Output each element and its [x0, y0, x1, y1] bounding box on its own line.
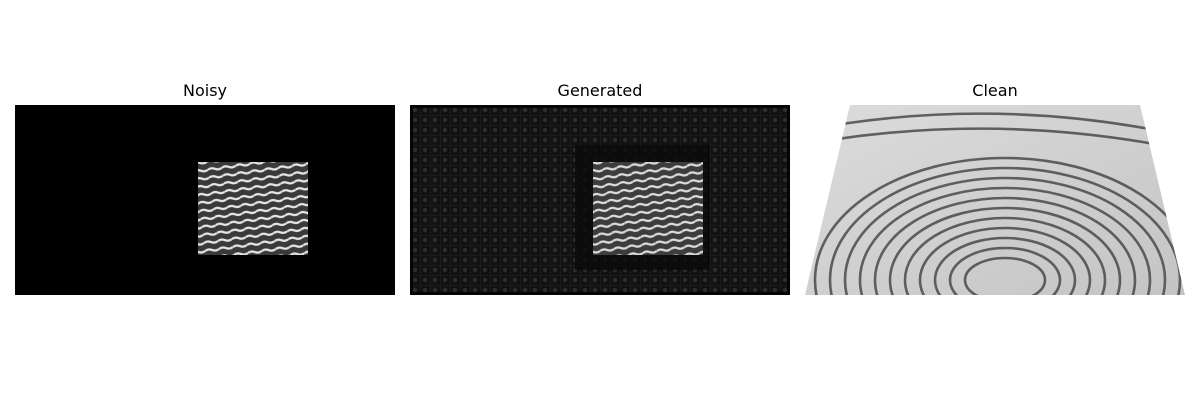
panel-title-clean: Clean	[972, 81, 1018, 100]
noisy-fingerprint-image	[15, 105, 395, 295]
clean-fingerprint-image	[805, 105, 1185, 295]
panel-title-noisy: Noisy	[182, 81, 227, 100]
generated-fingerprint-image	[410, 105, 790, 295]
panel-title-generated: Generated	[557, 81, 643, 100]
fingerprint-patch	[198, 162, 308, 255]
fingerprint-patch	[593, 162, 703, 255]
